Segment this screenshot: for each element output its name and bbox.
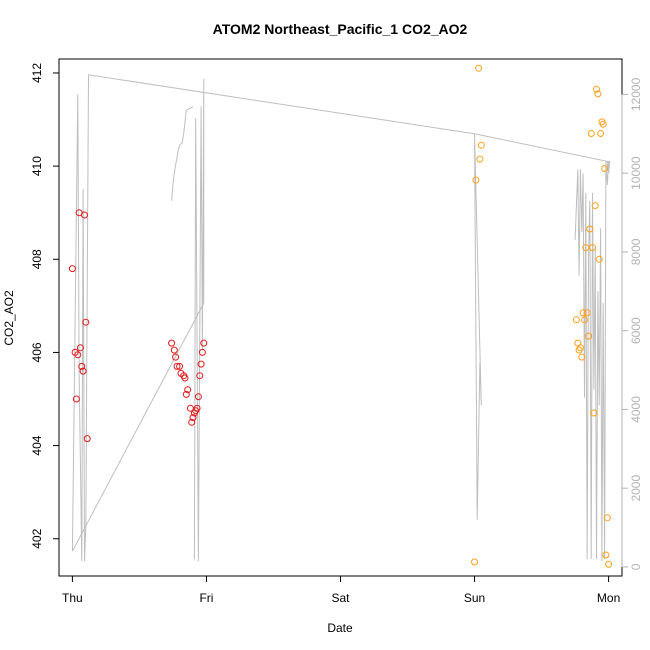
data-point-s1-30 bbox=[197, 360, 205, 368]
x-axis-title: Date bbox=[327, 621, 353, 635]
altitude-line-3 bbox=[171, 106, 194, 201]
data-point-s2-13 bbox=[582, 244, 590, 252]
data-point-s2-15 bbox=[585, 332, 592, 340]
data-point-s2-3 bbox=[475, 64, 483, 72]
data-point-s1-15 bbox=[173, 362, 181, 370]
data-point-s1-10 bbox=[82, 318, 90, 326]
y-axis-left: 402 404 406 408 410 412 bbox=[30, 63, 59, 549]
data-point-s2-24 bbox=[597, 130, 605, 137]
co2-points bbox=[68, 64, 613, 568]
data-point-s2-16 bbox=[586, 225, 594, 233]
data-point-s1-11 bbox=[83, 435, 91, 443]
data-point-s1-31 bbox=[198, 348, 206, 356]
data-point-s1-1 bbox=[68, 265, 76, 273]
x-tick-label-fri: Fri bbox=[199, 591, 213, 605]
data-point-s1-7 bbox=[78, 362, 86, 370]
data-point-s1-12 bbox=[168, 339, 176, 347]
data-point-s1-27 bbox=[193, 404, 201, 412]
data-point-s2-6 bbox=[572, 316, 580, 324]
y-tick-label-406: 406 bbox=[30, 342, 44, 362]
data-point-s1-24 bbox=[189, 414, 197, 422]
data-point-s1-28 bbox=[194, 393, 202, 401]
x-axis: Thu Fri Sat Sun Mon bbox=[62, 576, 620, 605]
plot-box bbox=[58, 58, 623, 577]
data-point-s2-9 bbox=[576, 344, 584, 352]
y2-tick-label-8000: 8000 bbox=[629, 238, 643, 265]
data-point-s2-12 bbox=[581, 316, 588, 324]
data-point-s1-16 bbox=[176, 362, 184, 370]
data-point-s1-4 bbox=[74, 351, 82, 359]
data-point-s2-14 bbox=[583, 309, 591, 317]
data-point-s1-20 bbox=[182, 390, 190, 398]
y-tick-label-410: 410 bbox=[30, 156, 44, 176]
y2-tick-label-4000: 4000 bbox=[629, 396, 643, 423]
data-point-s1-9 bbox=[81, 211, 88, 219]
data-point-s1-3 bbox=[72, 395, 80, 403]
data-point-s2-28 bbox=[602, 551, 610, 559]
data-point-s2-27 bbox=[601, 165, 609, 172]
data-point-s1-6 bbox=[76, 344, 84, 352]
data-point-s2-10 bbox=[578, 353, 586, 361]
y2-tick-label-12000: 12000 bbox=[629, 77, 643, 111]
data-point-s2-2 bbox=[472, 176, 480, 184]
y-tick-label-408: 408 bbox=[30, 249, 44, 269]
data-point-s1-32 bbox=[200, 339, 208, 347]
y-axis-right: 0 2000 4000 6000 8000 10000 12000 bbox=[621, 77, 643, 570]
altitude-line-2 bbox=[71, 302, 205, 552]
data-point-s2-19 bbox=[590, 409, 598, 417]
altitude-line-5 bbox=[574, 161, 610, 562]
x-tick-label-thu: Thu bbox=[62, 591, 83, 605]
x-tick-label-sat: Sat bbox=[331, 591, 350, 605]
data-point-s1-19 bbox=[181, 374, 189, 382]
y2-tick-label-2000: 2000 bbox=[629, 475, 643, 502]
y-tick-label-404: 404 bbox=[30, 435, 44, 455]
data-point-s2-17 bbox=[587, 130, 595, 137]
data-point-s1-8 bbox=[79, 367, 87, 375]
data-point-s2-4 bbox=[476, 155, 484, 163]
data-point-s2-29 bbox=[603, 514, 611, 522]
x-tick-label-sun: Sun bbox=[464, 591, 485, 605]
data-point-s2-30 bbox=[605, 560, 613, 568]
data-point-s2-21 bbox=[593, 85, 600, 93]
altitude-line-4 bbox=[193, 78, 205, 562]
chart-title: ATOM2 Northeast_Pacific_1 CO2_AO2 bbox=[213, 21, 468, 37]
y2-tick-label-10000: 10000 bbox=[629, 156, 643, 190]
y2-tick-label-0: 0 bbox=[629, 563, 643, 570]
data-point-s2-26 bbox=[599, 120, 607, 128]
y-tick-label-412: 412 bbox=[30, 63, 44, 83]
y-axis-title: CO2_AO2 bbox=[2, 290, 16, 346]
data-point-s2-1 bbox=[471, 558, 478, 566]
data-point-s2-5 bbox=[477, 141, 485, 149]
y-tick-label-402: 402 bbox=[30, 528, 44, 548]
data-point-s1-14 bbox=[172, 353, 180, 361]
data-point-s1-23 bbox=[188, 418, 196, 426]
data-point-s2-20 bbox=[591, 202, 599, 210]
x-tick-label-mon: Mon bbox=[597, 591, 620, 605]
altitude-line-1 bbox=[71, 74, 611, 562]
data-point-s1-13 bbox=[170, 346, 178, 354]
data-point-s2-18 bbox=[589, 244, 596, 252]
altitude-trace bbox=[71, 74, 611, 562]
data-point-s2-23 bbox=[595, 255, 603, 263]
data-point-s1-21 bbox=[184, 386, 192, 394]
y2-tick-label-6000: 6000 bbox=[629, 317, 643, 344]
data-point-s2-11 bbox=[579, 309, 587, 317]
data-point-s2-22 bbox=[594, 90, 602, 98]
data-point-s1-29 bbox=[196, 372, 204, 380]
